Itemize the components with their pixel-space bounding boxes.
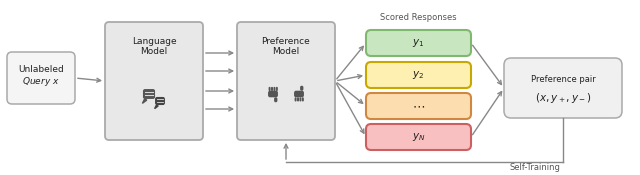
Text: $y_1$: $y_1$: [412, 37, 425, 49]
Text: Model: Model: [273, 47, 300, 57]
FancyBboxPatch shape: [105, 22, 203, 140]
Text: Preference pair: Preference pair: [531, 75, 595, 85]
FancyBboxPatch shape: [300, 97, 301, 102]
FancyBboxPatch shape: [269, 87, 271, 91]
Text: $(x, y_+, y_-)$: $(x, y_+, y_-)$: [534, 91, 591, 105]
FancyBboxPatch shape: [271, 87, 273, 91]
FancyBboxPatch shape: [294, 97, 296, 102]
Text: Language: Language: [132, 37, 176, 47]
Polygon shape: [143, 99, 147, 103]
FancyBboxPatch shape: [366, 93, 471, 119]
FancyBboxPatch shape: [155, 97, 165, 105]
Text: $y_N$: $y_N$: [412, 131, 426, 143]
FancyBboxPatch shape: [273, 87, 275, 91]
FancyBboxPatch shape: [366, 124, 471, 150]
FancyBboxPatch shape: [294, 91, 304, 97]
FancyBboxPatch shape: [143, 89, 155, 99]
FancyBboxPatch shape: [276, 87, 278, 91]
Text: $\cdots$: $\cdots$: [412, 100, 425, 113]
FancyBboxPatch shape: [274, 97, 277, 102]
Text: Model: Model: [140, 47, 168, 57]
FancyBboxPatch shape: [302, 97, 304, 102]
Polygon shape: [155, 105, 158, 109]
Text: Self-Training: Self-Training: [509, 163, 561, 173]
FancyBboxPatch shape: [268, 91, 278, 97]
Text: $y_2$: $y_2$: [412, 69, 424, 81]
FancyBboxPatch shape: [297, 97, 299, 102]
Text: Query $x$: Query $x$: [22, 75, 60, 89]
FancyBboxPatch shape: [237, 22, 335, 140]
Text: Scored Responses: Scored Responses: [380, 13, 457, 23]
Text: Preference: Preference: [262, 37, 310, 47]
FancyBboxPatch shape: [7, 52, 75, 104]
FancyBboxPatch shape: [504, 58, 622, 118]
FancyBboxPatch shape: [300, 86, 303, 91]
Text: Unlabeled: Unlabeled: [18, 65, 64, 75]
FancyBboxPatch shape: [366, 62, 471, 88]
FancyBboxPatch shape: [366, 30, 471, 56]
